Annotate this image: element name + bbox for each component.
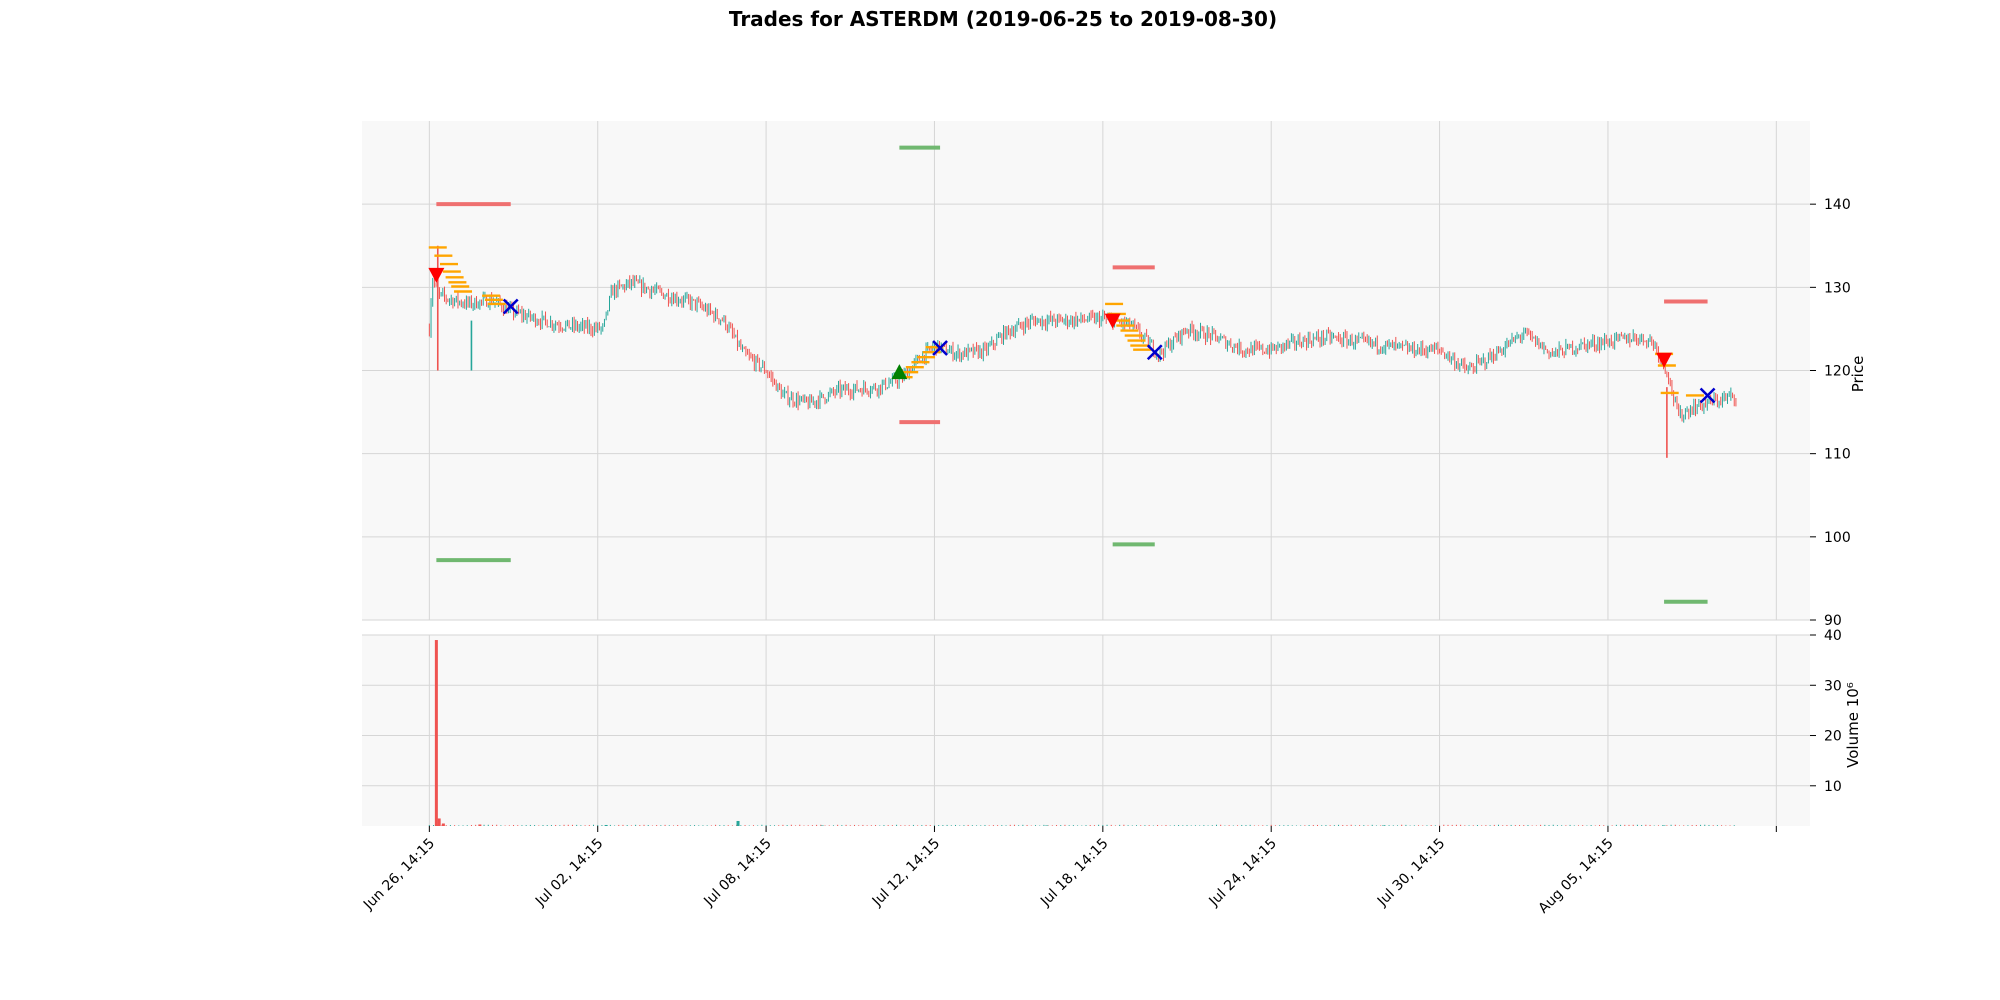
- volume-bar: [437, 818, 441, 826]
- x-tick-label: Jun 26, 14:15: [360, 836, 438, 914]
- trade-markers: [428, 267, 1716, 404]
- volume-axis-label: Volume 10⁶: [1844, 682, 1862, 768]
- volume-bar: [736, 820, 740, 826]
- exit-marker: [1699, 387, 1716, 404]
- volume-grid: [362, 634, 1810, 826]
- x-tick-label: Jul 12, 14:15: [869, 836, 944, 911]
- price-tick-label: 140: [1824, 197, 1851, 213]
- x-axis-ticks: Jun 26, 14:15 Jul 02, 14:15 Jul 08, 14:15 J…: [360, 826, 1777, 917]
- price-tick-label: 90: [1824, 613, 1842, 629]
- x-tick-label: Jul 18, 14:15: [1037, 836, 1112, 911]
- volume-bar: [478, 824, 482, 826]
- volume-tick-label: 40: [1824, 628, 1842, 644]
- volume-tick-label: 30: [1824, 678, 1842, 694]
- price-y-ticks: 90 100 110 120 130 140: [1810, 197, 1851, 629]
- trade-levels: [428, 145, 1708, 604]
- volume-panel-background: [362, 635, 1810, 826]
- price-grid: [362, 121, 1810, 621]
- x-tick-label: Jul 24, 14:15: [1206, 836, 1281, 911]
- exit-marker: [502, 298, 519, 315]
- price-tick-label: 110: [1824, 447, 1851, 463]
- short-entry-marker: [1104, 313, 1121, 329]
- volume-panel: 10 20 30 40 Volume 10⁶: [362, 628, 1862, 826]
- price-tick-label: 100: [1824, 530, 1851, 546]
- volume-y-ticks: 10 20 30 40: [1810, 628, 1842, 795]
- x-tick-label: Jul 30, 14:15: [1374, 836, 1449, 911]
- volume-tick-label: 10: [1824, 779, 1842, 795]
- x-tick-label: Jul 02, 14:15: [532, 836, 607, 911]
- exit-marker: [1146, 344, 1163, 361]
- short-entry-marker: [1656, 352, 1673, 368]
- price-panel: 90 100 110 120 130 140 Price: [362, 121, 1867, 629]
- volume-tick-label: 20: [1824, 729, 1842, 745]
- chart-title: Trades for ASTERDM (2019-06-25 to 2019-0…: [729, 7, 1277, 31]
- x-tick-label: Jul 08, 14:15: [700, 836, 775, 911]
- volume-bars: [428, 640, 1735, 826]
- volume-bar: [441, 823, 445, 826]
- price-candles: [428, 245, 1737, 458]
- volume-bar: [604, 824, 608, 826]
- volume-bar: [1662, 825, 1666, 826]
- volume-bar: [434, 640, 438, 826]
- price-tick-label: 120: [1824, 364, 1851, 380]
- price-tick-label: 130: [1824, 280, 1851, 296]
- exit-marker: [932, 340, 948, 356]
- short-entry-marker: [428, 267, 445, 283]
- price-axis-label: Price: [1849, 356, 1867, 393]
- volume-bar: [820, 825, 824, 826]
- x-tick-label: Aug 05, 14:15: [1536, 836, 1617, 917]
- volume-bar: [1381, 825, 1385, 826]
- volume-bar: [1045, 825, 1049, 826]
- long-entry-marker: [891, 364, 908, 380]
